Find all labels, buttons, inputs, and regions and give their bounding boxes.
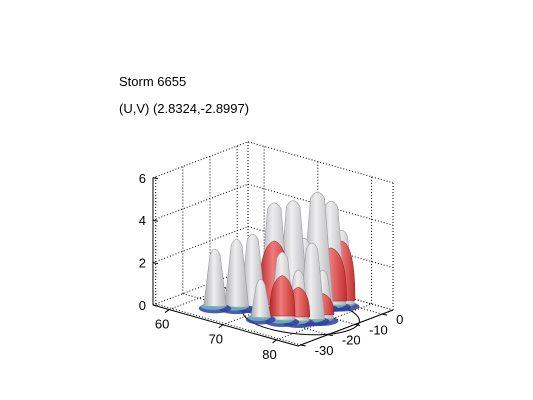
x-tick-label: 80: [262, 347, 276, 362]
grid-line: [247, 141, 394, 184]
isosurface-column: [203, 248, 227, 307]
z-tick: [152, 219, 159, 222]
grid-line: [276, 303, 372, 341]
y-axis-line: [297, 309, 394, 347]
z-tick-label: 4: [139, 213, 146, 228]
z-tick: [152, 304, 159, 307]
y-tick-label: -10: [369, 322, 388, 337]
chart-title: Storm 6655: [119, 74, 187, 89]
grid-line: [152, 226, 249, 264]
z-tick: [152, 262, 159, 265]
x-tick: [272, 339, 277, 344]
isosurface-column: [224, 238, 250, 308]
isosurface-column: [250, 279, 271, 318]
y-tick: [382, 313, 388, 316]
z-tick-label: 6: [139, 171, 146, 186]
y-tick-label: 0: [396, 312, 403, 327]
grid-line: [152, 183, 249, 221]
x-tick: [164, 309, 170, 313]
y-tick-label: -20: [342, 333, 361, 348]
y-tick: [300, 344, 306, 347]
z-tick-label: 2: [139, 256, 146, 271]
x-tick-label: 70: [209, 332, 223, 347]
chart-subtitle: (U,V) (2.8324,-2.8997): [119, 101, 250, 116]
grid-line: [155, 303, 301, 346]
x-axis-line: [152, 304, 299, 347]
grid-line: [152, 141, 249, 179]
z-tick-label: 0: [139, 298, 146, 313]
y-tick: [327, 334, 333, 337]
y-tick: [354, 323, 361, 326]
z-tick: [152, 177, 159, 180]
x-tick-label: 60: [155, 317, 169, 332]
y-tick-label: -30: [315, 343, 334, 358]
x-tick: [218, 324, 224, 329]
core-isosurface: [269, 275, 296, 317]
